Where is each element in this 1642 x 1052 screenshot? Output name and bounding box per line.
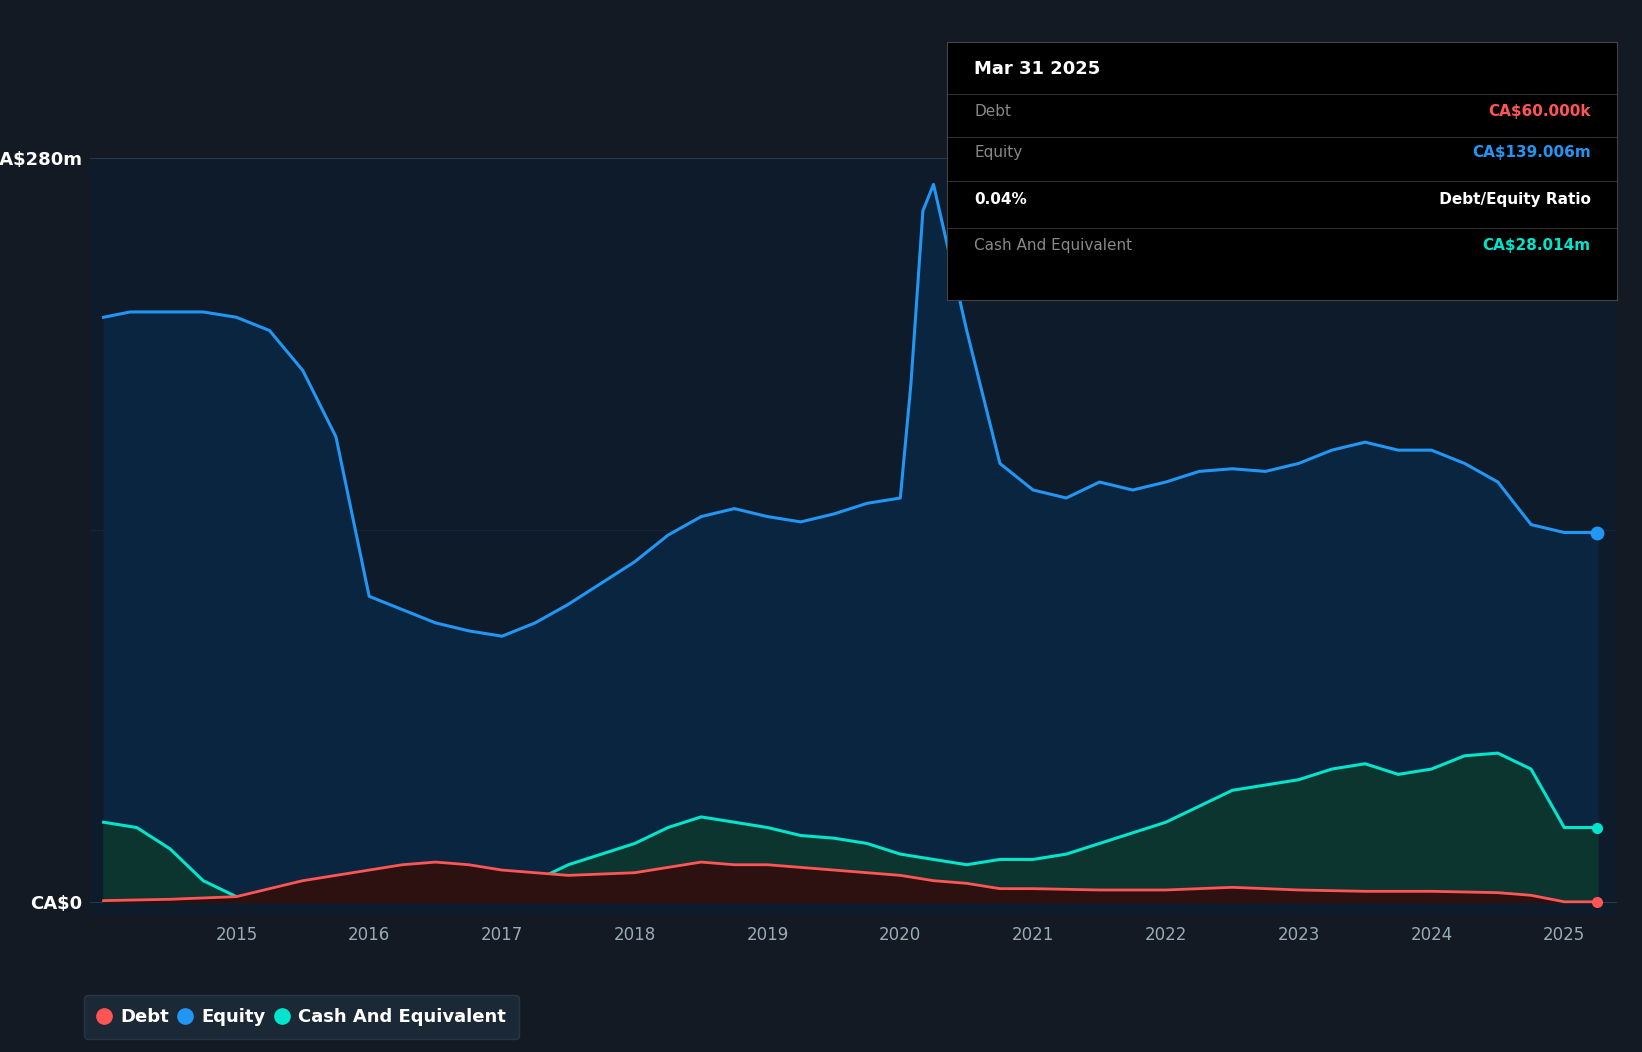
Text: CA$28.014m: CA$28.014m — [1483, 238, 1591, 252]
Text: Cash And Equivalent: Cash And Equivalent — [974, 238, 1133, 252]
Legend: Debt, Equity, Cash And Equivalent: Debt, Equity, Cash And Equivalent — [84, 995, 519, 1038]
Text: Mar 31 2025: Mar 31 2025 — [974, 60, 1100, 78]
Text: Debt/Equity Ratio: Debt/Equity Ratio — [1433, 191, 1591, 206]
Text: Debt: Debt — [974, 104, 1011, 119]
Text: Equity: Equity — [974, 145, 1023, 160]
Text: 0.04%: 0.04% — [974, 191, 1026, 206]
Text: CA$60.000k: CA$60.000k — [1488, 104, 1591, 119]
Text: CA$139.006m: CA$139.006m — [1471, 145, 1591, 160]
